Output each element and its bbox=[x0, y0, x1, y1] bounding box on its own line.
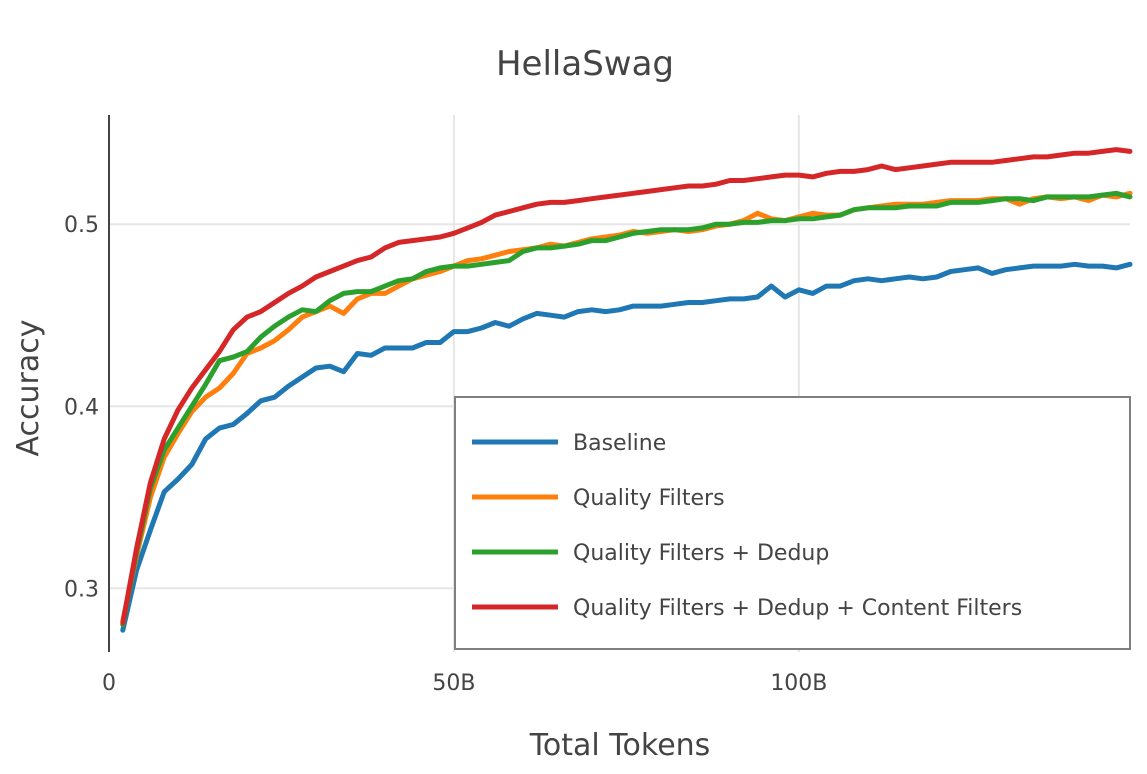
x-tick-label-0: 0 bbox=[102, 671, 116, 696]
legend-label-baseline: Baseline bbox=[573, 431, 666, 456]
legend-item-baseline: Baseline bbox=[472, 431, 666, 456]
legend: Baseline Quality Filters Quality Filters… bbox=[454, 396, 1131, 650]
legend-item-quality-filters: Quality Filters bbox=[472, 486, 725, 511]
chart-title: HellaSwag bbox=[496, 44, 674, 84]
legend-label-quality-filters-dedup: Quality Filters + Dedup bbox=[573, 541, 829, 566]
x-tick-label-100b: 100B bbox=[770, 671, 827, 696]
series-line-baseline bbox=[120, 261, 1133, 633]
legend-item-quality-filters-dedup-content: Quality Filters + Dedup + Content Filter… bbox=[472, 596, 1022, 621]
legend-label-quality-filters-dedup-content: Quality Filters + Dedup + Content Filter… bbox=[573, 596, 1022, 621]
x-tick-label-50b: 50B bbox=[432, 671, 475, 696]
x-axis-title: Total Tokens bbox=[529, 728, 711, 763]
series-line-quality-filters-dedup-content-filters bbox=[120, 147, 1133, 626]
y-tick-label-0-5: 0.5 bbox=[64, 213, 99, 238]
y-axis-title: Accuracy bbox=[11, 320, 46, 457]
series-line-quality-filters-dedup bbox=[120, 190, 1133, 628]
legend-box bbox=[454, 396, 1131, 650]
series-lines bbox=[120, 147, 1133, 633]
tick-labels: 0.3 0.4 0.5 0 50B 100B bbox=[64, 213, 827, 696]
legend-item-quality-filters-dedup: Quality Filters + Dedup bbox=[472, 541, 829, 566]
y-tick-label-0-3: 0.3 bbox=[64, 577, 99, 602]
y-tick-label-0-4: 0.4 bbox=[64, 395, 99, 420]
legend-label-quality-filters: Quality Filters bbox=[573, 486, 725, 511]
